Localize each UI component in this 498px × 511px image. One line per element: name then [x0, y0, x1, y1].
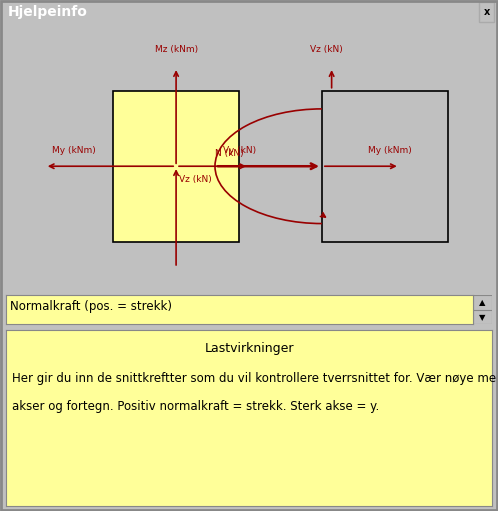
Text: Normalkraft (pos. = strekk): Normalkraft (pos. = strekk)	[10, 300, 172, 313]
Text: Mz (kNm): Mz (kNm)	[154, 45, 198, 54]
Text: ▲: ▲	[479, 298, 486, 307]
Text: Hjelpeinfo: Hjelpeinfo	[7, 5, 87, 19]
Bar	[113, 90, 239, 242]
Text: Vy (kN): Vy (kN)	[223, 146, 256, 155]
Text: Lastvirkninger: Lastvirkninger	[204, 342, 294, 355]
Text: My (kNm): My (kNm)	[368, 146, 412, 155]
Text: Her gir du inn de snittkreftter som du vil kontrollere tverrsnittet for. Vær nøy: Her gir du inn de snittkreftter som du v…	[12, 372, 498, 385]
Bar	[322, 90, 448, 242]
Text: N (kN): N (kN)	[215, 149, 244, 158]
Text: Vz (kN): Vz (kN)	[179, 175, 212, 184]
Text: ▼: ▼	[479, 313, 486, 321]
Text: akser og fortegn. Positiv normalkraft = strekk. Sterk akse = y.: akser og fortegn. Positiv normalkraft = …	[12, 400, 379, 413]
Text: Vz (kN): Vz (kN)	[310, 44, 343, 54]
Text: My (kNm): My (kNm)	[52, 146, 96, 155]
Text: x: x	[484, 7, 490, 17]
Bar	[479, 2, 494, 22]
